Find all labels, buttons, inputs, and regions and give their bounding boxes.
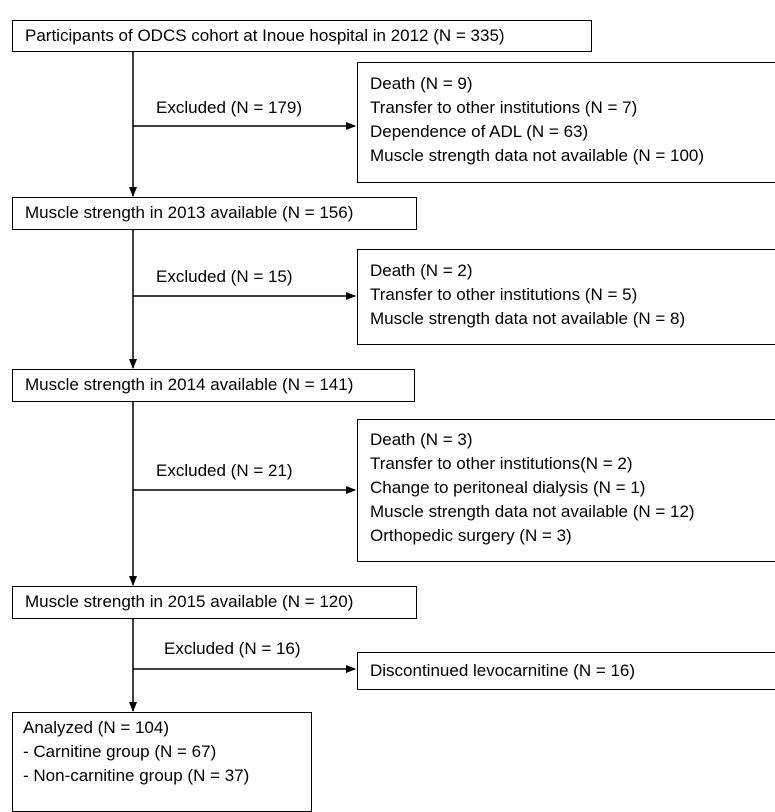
exclusion-label: Excluded (N = 15) bbox=[156, 267, 293, 286]
exclusion-reason: Muscle strength data not available (N = … bbox=[370, 309, 686, 328]
exclusion-reason: Death (N = 3) bbox=[370, 430, 473, 449]
exclusion-reason: Muscle strength data not available (N = … bbox=[370, 146, 705, 165]
exclusion-reasons-box-3: Death (N = 3) Transfer to other institut… bbox=[357, 419, 775, 562]
exclusion-reason: Discontinued levocarnitine (N = 16) bbox=[370, 661, 636, 680]
analyzed-group: - Non-carnitine group (N = 37) bbox=[23, 766, 250, 785]
exclusion-reasons-box-2: Death (N = 2) Transfer to other institut… bbox=[357, 249, 775, 345]
stage-box-2013: Muscle strength in 2013 available (N = 1… bbox=[12, 197, 417, 230]
stage-label: Participants of ODCS cohort at Inoue hos… bbox=[25, 26, 505, 45]
analyzed-box: Analyzed (N = 104) - Carnitine group (N … bbox=[12, 712, 312, 812]
exclusion-reason: Orthopedic surgery (N = 3) bbox=[370, 526, 572, 545]
analyzed-group: - Carnitine group (N = 67) bbox=[23, 742, 217, 761]
exclusion-label: Excluded (N = 21) bbox=[156, 461, 293, 480]
exclusion-reason: Transfer to other institutions (N = 7) bbox=[370, 98, 638, 117]
exclusion-label: Excluded (N = 16) bbox=[164, 639, 301, 658]
stage-box-2015: Muscle strength in 2015 available (N = 1… bbox=[12, 586, 417, 619]
exclusion-reason: Change to peritoneal dialysis (N = 1) bbox=[370, 478, 646, 497]
exclusion-reason: Death (N = 2) bbox=[370, 261, 473, 280]
stage-box-2012: Participants of ODCS cohort at Inoue hos… bbox=[12, 20, 592, 52]
exclusion-reason: Death (N = 9) bbox=[370, 74, 473, 93]
stage-label: Muscle strength in 2015 available (N = 1… bbox=[25, 592, 354, 611]
exclusion-reason: Dependence of ADL (N = 63) bbox=[370, 122, 589, 141]
exclusion-reason: Muscle strength data not available (N = … bbox=[370, 502, 695, 521]
stage-label: Muscle strength in 2014 available (N = 1… bbox=[25, 375, 354, 394]
analyzed-title: Analyzed (N = 104) bbox=[23, 718, 169, 737]
exclusion-reasons-box-4: Discontinued levocarnitine (N = 16) bbox=[357, 652, 775, 690]
exclusion-reason: Transfer to other institutions (N = 5) bbox=[370, 285, 638, 304]
stage-label: Muscle strength in 2013 available (N = 1… bbox=[25, 203, 354, 222]
exclusion-reason: Transfer to other institutions(N = 2) bbox=[370, 454, 633, 473]
exclusion-reasons-box-1: Death (N = 9) Transfer to other institut… bbox=[357, 62, 775, 183]
stage-box-2014: Muscle strength in 2014 available (N = 1… bbox=[12, 369, 415, 402]
exclusion-label: Excluded (N = 179) bbox=[156, 98, 302, 117]
